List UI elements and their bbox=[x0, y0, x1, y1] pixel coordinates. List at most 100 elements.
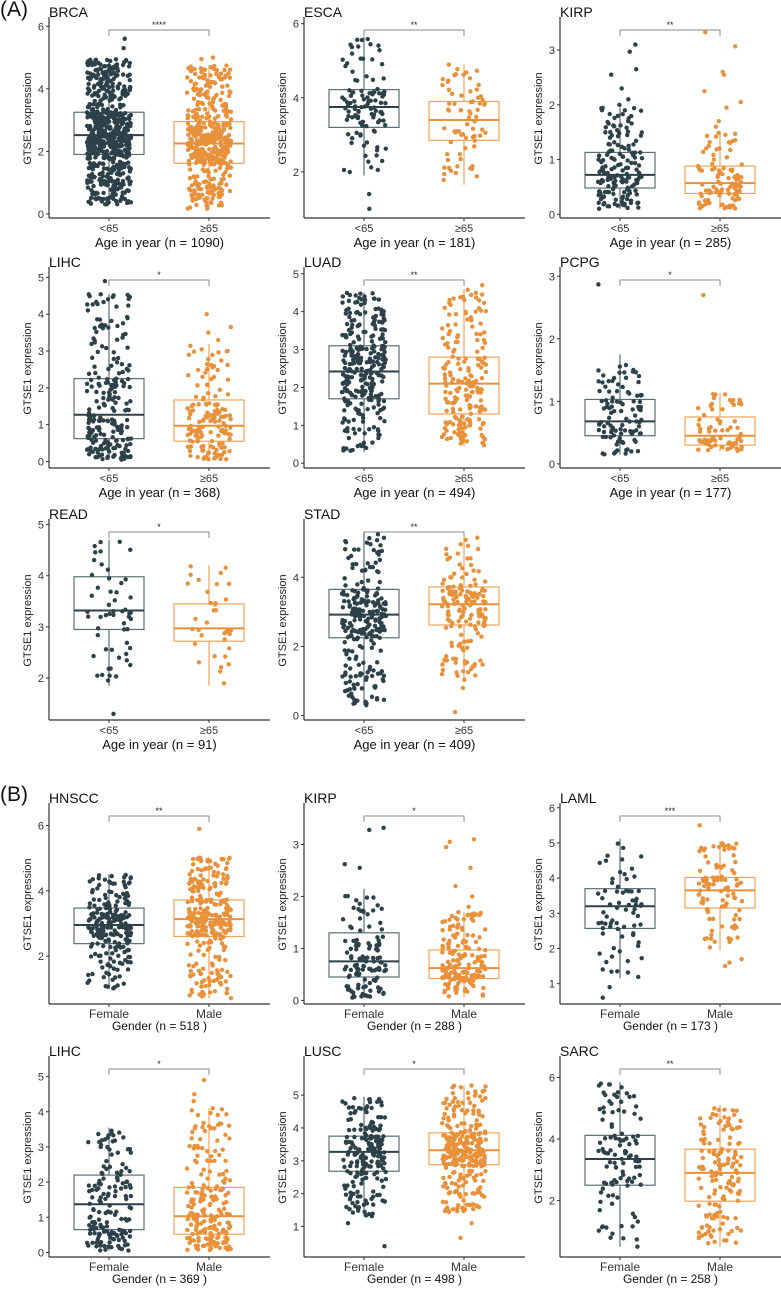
x-tick-label: ≥65 bbox=[200, 725, 218, 737]
data-point bbox=[220, 1147, 225, 1152]
data-point bbox=[606, 415, 612, 421]
data-point bbox=[110, 1139, 116, 1144]
data-point bbox=[217, 387, 223, 393]
data-point bbox=[105, 925, 110, 930]
data-point bbox=[445, 157, 451, 163]
data-point bbox=[227, 188, 233, 194]
data-point bbox=[596, 920, 601, 926]
data-point bbox=[600, 157, 606, 163]
data-point bbox=[218, 71, 224, 76]
data-point bbox=[184, 1190, 190, 1195]
data-point bbox=[355, 985, 361, 991]
data-point bbox=[361, 390, 367, 395]
data-point bbox=[206, 137, 211, 142]
data-point bbox=[381, 118, 386, 123]
data-point bbox=[208, 1231, 213, 1236]
data-point bbox=[471, 568, 476, 573]
data-point bbox=[206, 95, 211, 101]
data-point bbox=[373, 326, 378, 332]
data-point bbox=[346, 1127, 352, 1133]
data-point bbox=[347, 314, 352, 320]
data-point bbox=[226, 1123, 232, 1128]
data-point bbox=[696, 881, 702, 886]
data-point bbox=[106, 1133, 111, 1138]
data-point bbox=[608, 435, 613, 440]
data-point bbox=[378, 920, 383, 926]
data-point bbox=[90, 302, 95, 307]
data-point bbox=[638, 392, 643, 398]
data-point bbox=[442, 988, 448, 994]
data-point bbox=[350, 990, 356, 995]
data-point bbox=[225, 377, 231, 382]
data-point bbox=[192, 189, 197, 195]
data-point bbox=[351, 360, 357, 366]
data-point bbox=[113, 57, 119, 62]
data-point bbox=[105, 912, 110, 918]
data-point bbox=[345, 987, 351, 992]
data-point bbox=[463, 537, 468, 543]
y-tick-label: 1 bbox=[549, 979, 555, 991]
data-point bbox=[450, 400, 455, 406]
data-point bbox=[607, 984, 612, 990]
data-point bbox=[626, 147, 632, 152]
data-point bbox=[603, 125, 608, 130]
data-point bbox=[185, 1227, 190, 1233]
data-point bbox=[226, 133, 232, 138]
data-point bbox=[90, 355, 95, 360]
data-point bbox=[376, 351, 381, 357]
data-point bbox=[189, 1108, 194, 1113]
data-point bbox=[356, 44, 361, 49]
data-point bbox=[362, 631, 367, 636]
data-point bbox=[463, 135, 469, 140]
data-point bbox=[355, 582, 360, 587]
y-tick-label: 2 bbox=[38, 383, 44, 395]
data-point bbox=[374, 148, 380, 153]
data-point bbox=[446, 609, 451, 614]
data-point bbox=[466, 904, 471, 910]
data-point bbox=[377, 579, 382, 585]
data-point bbox=[101, 166, 107, 171]
data-point bbox=[125, 73, 130, 79]
data-point bbox=[381, 991, 386, 997]
data-point bbox=[371, 977, 377, 983]
data-point bbox=[212, 419, 218, 424]
data-point bbox=[465, 932, 470, 938]
data-point bbox=[120, 153, 126, 159]
data-point bbox=[456, 378, 461, 383]
data-point bbox=[352, 589, 357, 594]
data-point bbox=[218, 1209, 223, 1215]
data-point bbox=[731, 891, 736, 896]
data-point bbox=[124, 417, 130, 423]
data-point bbox=[711, 882, 716, 887]
y-tick-label: 1 bbox=[293, 420, 299, 432]
data-point bbox=[94, 299, 99, 305]
data-point bbox=[106, 179, 111, 184]
x-axis-label: Age in year (n = 285) bbox=[610, 235, 732, 250]
data-point bbox=[188, 952, 193, 957]
data-point bbox=[355, 1194, 361, 1199]
data-point bbox=[355, 115, 361, 121]
data-point bbox=[121, 383, 126, 389]
data-point bbox=[352, 1110, 357, 1115]
data-point bbox=[464, 439, 470, 444]
significance-stars: * bbox=[157, 1059, 161, 1069]
data-point bbox=[711, 184, 716, 190]
data-point bbox=[343, 349, 349, 355]
data-point bbox=[221, 1206, 227, 1211]
data-point bbox=[126, 954, 131, 960]
data-point bbox=[350, 357, 356, 362]
data-point bbox=[477, 101, 483, 106]
data-point bbox=[365, 95, 370, 100]
data-point bbox=[612, 124, 617, 129]
data-point bbox=[360, 384, 365, 389]
data-point bbox=[457, 961, 462, 967]
data-point bbox=[453, 130, 458, 135]
data-point bbox=[377, 557, 383, 563]
data-point bbox=[697, 823, 702, 828]
data-point bbox=[114, 1209, 119, 1215]
data-point bbox=[189, 427, 194, 433]
data-point bbox=[106, 666, 111, 672]
data-point bbox=[631, 931, 636, 936]
data-point bbox=[85, 111, 91, 116]
data-point bbox=[361, 985, 366, 990]
